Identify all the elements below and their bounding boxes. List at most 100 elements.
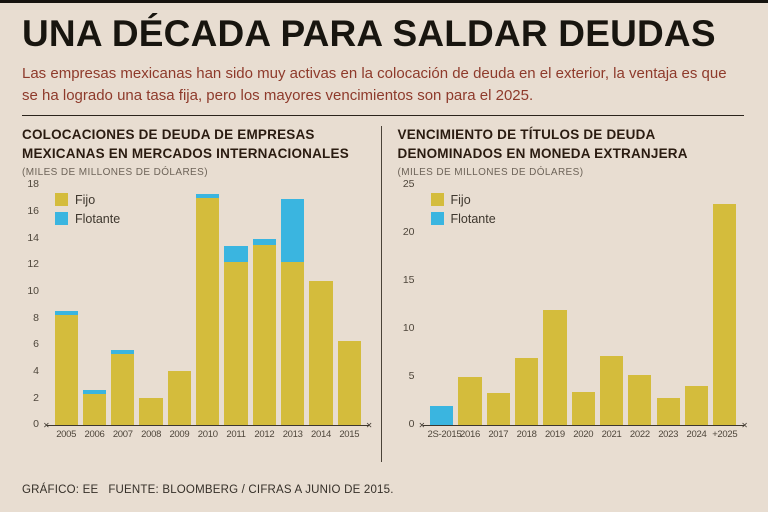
bar-group-2014 <box>307 186 335 425</box>
stacked-bar <box>599 355 624 425</box>
x-axis-label: 2023 <box>658 428 679 440</box>
bar-segment-fijo <box>628 374 652 425</box>
chart-title: VENCIMIENTO DE TÍTULOS DE DEUDA DENOMINA… <box>397 127 688 161</box>
y-tick-label: 6 <box>33 338 39 351</box>
y-tick-label: 16 <box>27 204 39 217</box>
bar-segment-fijo <box>656 397 680 425</box>
x-axis-label: 2007 <box>112 428 133 440</box>
bar-segment-fijo <box>599 355 624 425</box>
stacked-bar <box>514 357 539 425</box>
stacked-bar <box>196 194 220 425</box>
bar-segment-fijo <box>54 315 78 425</box>
bar-group-2022 <box>626 186 654 425</box>
bar-segment-fijo <box>309 280 333 425</box>
legend-label: Flotante <box>450 211 496 226</box>
chart-unit-label: (MILES DE MILLONES DE DÓLARES) <box>22 166 208 178</box>
source-note: GRÁFICO: EE FUENTE: BLOOMBERG / CIFRAS A … <box>22 484 404 496</box>
y-axis: 0 5 10 15 20 25 <box>398 179 418 429</box>
bar-segment-flotante <box>252 239 276 245</box>
bar-group-2005 <box>52 186 80 425</box>
legend-item-flotante: Flotante <box>55 212 120 226</box>
legend-label: Fijo <box>450 192 471 207</box>
bar-group-2021 <box>597 186 625 425</box>
stacked-bar <box>656 397 680 425</box>
y-tick-label: 15 <box>402 274 415 287</box>
bar-segment-fijo <box>543 309 567 425</box>
chart-unit-label: (MILES DE MILLONES DE DÓLARES) <box>397 166 584 178</box>
y-axis: 0 2 4 6 8 10 12 14 16 18 <box>22 179 42 429</box>
axis-end-mark-icon: ✕ <box>365 420 373 430</box>
bar-segment-flotante <box>281 199 305 263</box>
bar-segment-flotante <box>82 390 107 395</box>
stacked-bar <box>571 392 595 425</box>
chart-panel-vencimiento: VENCIMIENTO DE TÍTULOS DE DEUDA DENOMINA… <box>382 126 749 462</box>
x-axis-label: 2S-2015 <box>427 428 462 440</box>
bar-group-2011 <box>222 186 250 425</box>
legend-label: Flotante <box>75 211 121 226</box>
bar-segment-flotante <box>430 405 454 425</box>
bar-group-2017 <box>484 186 512 425</box>
header-divider <box>22 115 744 117</box>
x-axis-label: 2016 <box>460 428 480 440</box>
y-tick-label: 12 <box>27 258 39 271</box>
stacked-bar <box>54 311 78 425</box>
stacked-bar <box>281 199 305 425</box>
bar-segment-fijo <box>458 376 482 425</box>
stacked-bar <box>486 393 510 425</box>
y-tick-label: 18 <box>27 178 39 191</box>
stacked-bar <box>543 309 567 425</box>
chart-legend: Fijo Flotante <box>55 193 120 226</box>
bars-area: ✕ ✕ <box>43 186 373 429</box>
x-axis-label: 2012 <box>254 428 275 440</box>
x-axis-label: 2014 <box>311 428 331 440</box>
legend-item-fijo: Fijo <box>430 192 496 207</box>
legend-swatch-flotante <box>430 212 444 226</box>
axis-end-mark-icon: ✕ <box>418 420 426 430</box>
y-tick-label: 20 <box>402 226 415 239</box>
bar-segment-fijo <box>281 262 305 425</box>
bars-area: ✕ ✕ <box>419 186 748 429</box>
x-axis-label: 2017 <box>488 428 509 440</box>
bar-segment-flotante <box>196 194 220 199</box>
stacked-bar <box>167 371 191 425</box>
stacked-bar <box>139 398 163 425</box>
y-tick-label: 8 <box>33 311 39 324</box>
axis-end-mark-icon: ✕ <box>43 420 50 430</box>
bar-segment-flotante <box>111 350 135 355</box>
charts-row: COLOCACIONES DE DEUDA DE EMPRESAS MEXICA… <box>22 126 749 463</box>
bar-group-2013 <box>279 186 307 425</box>
stacked-bar <box>458 376 482 425</box>
y-tick-label: 10 <box>27 284 39 297</box>
x-axis-label: 2010 <box>197 428 218 440</box>
stacked-bar <box>337 340 361 425</box>
bar-group-2015 <box>335 186 363 425</box>
x-axis-labels: 2S-2015 2016 2017 2018 2019 2020 2021 2022 2023 2… <box>423 429 745 440</box>
bar-group-2009 <box>165 186 193 425</box>
x-axis-label: 2005 <box>56 428 77 440</box>
stacked-bar <box>713 203 737 425</box>
bar-segment-fijo <box>252 244 276 425</box>
bar-segment-fijo <box>684 386 709 425</box>
legend-swatch-flotante <box>55 212 68 226</box>
axis-end-mark-icon: ✕ <box>741 420 748 430</box>
x-axis-labels: 2005 2006 2007 2008 2009 2010 2011 2012 2013 2014… <box>47 429 369 440</box>
chart-plot-colocaciones: 0 2 4 6 8 10 12 14 16 18 ✕ ✕ 2005 2006 2007 2008 2009… <box>22 179 373 440</box>
y-tick-label: 0 <box>408 418 415 431</box>
x-axis-label: 2024 <box>686 428 707 440</box>
bar-group-2010 <box>194 186 222 425</box>
stacked-bar <box>82 390 107 425</box>
bar-segment-fijo <box>514 357 539 425</box>
chart-plot-vencimiento: 0 5 10 15 20 25 ✕ ✕ 2S-2015 2016 2017 2018 2019 20… <box>398 179 748 440</box>
x-axis-label: 2018 <box>516 428 537 440</box>
bar-segment-fijo <box>224 262 248 425</box>
chart-legend: Fijo Flotante <box>430 192 496 226</box>
legend-swatch-fijo <box>55 193 68 207</box>
x-axis-label: 2019 <box>544 428 565 440</box>
bar-group-2007 <box>109 186 137 425</box>
x-axis-label: 2006 <box>84 428 105 440</box>
bar-group-2006 <box>80 186 108 425</box>
stacked-bar <box>309 280 333 425</box>
chart-panel-colocaciones: COLOCACIONES DE DEUDA DE EMPRESAS MEXICA… <box>22 126 381 462</box>
page-title: UNA DÉCADA PARA SALDAR DEUDAS <box>22 13 716 54</box>
